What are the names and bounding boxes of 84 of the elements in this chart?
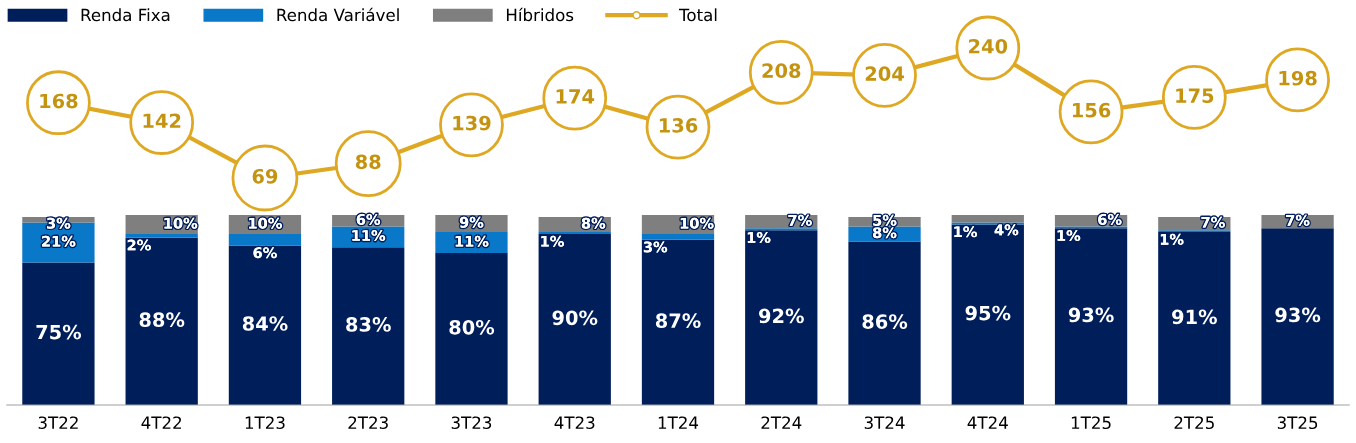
x-tick-label: 3T23 (451, 416, 492, 430)
data-label: 7% (1286, 214, 1310, 226)
x-tick-label: 1T24 (658, 416, 699, 429)
data-label: 80% (449, 319, 495, 335)
legend-label: Total (678, 8, 717, 22)
data-label: 87% (655, 313, 701, 328)
bar (22, 262, 95, 405)
data-label: 69 (252, 168, 278, 184)
bar (332, 247, 405, 405)
data-label: 21% (42, 235, 76, 247)
data-label: 7% (788, 214, 812, 226)
data-label: 10% (249, 217, 282, 229)
bar (641, 234, 715, 240)
bar (1158, 232, 1231, 405)
x-tick-label: 3T24 (864, 416, 905, 430)
data-label: 198 (1279, 70, 1317, 86)
data-label: 1% (747, 231, 771, 243)
x-tick-label: 1T25 (1071, 416, 1111, 430)
data-label: 208 (762, 63, 801, 78)
data-label: 1% (1057, 230, 1081, 242)
data-label: 3% (643, 241, 668, 253)
legend-label: Renda Variável (277, 7, 399, 22)
data-label: 4% (994, 224, 1019, 236)
bar (848, 241, 921, 405)
data-label: 1% (541, 235, 564, 247)
data-label: 174 (556, 89, 595, 104)
data-label: 7% (1201, 216, 1225, 228)
data-label: 88% (139, 312, 185, 328)
bar (745, 230, 818, 405)
data-label: 240 (969, 38, 1008, 54)
x-tick-label: 4T24 (967, 416, 1008, 429)
legend-label: Híbridos (506, 7, 574, 22)
data-label: 156 (1072, 102, 1111, 118)
bar (1054, 228, 1128, 405)
data-label: 3% (47, 217, 71, 229)
data-label: 204 (865, 66, 904, 82)
bar (125, 237, 198, 405)
data-label: 84% (242, 316, 288, 331)
x-tick-label: 2T23 (348, 416, 388, 430)
x-tick-label: 3T22 (38, 416, 78, 430)
data-label: 168 (40, 93, 78, 109)
bar (228, 245, 302, 405)
data-label: 10% (164, 217, 198, 229)
bar (951, 215, 1024, 223)
data-label: 75% (36, 324, 82, 340)
data-label: 83% (346, 317, 391, 332)
data-label: 90% (552, 310, 598, 326)
data-label: 9% (459, 216, 484, 228)
data-label: 1% (1160, 233, 1184, 245)
x-tick-label: 3T25 (1277, 416, 1318, 430)
x-tick-label: 4T23 (554, 416, 595, 430)
bar (125, 234, 198, 238)
bar (435, 253, 508, 405)
data-label: 11% (352, 230, 386, 242)
data-label: 6% (253, 247, 277, 259)
data-label: 91% (1172, 309, 1217, 325)
data-label: 11% (455, 235, 489, 247)
x-tick-label: 1T23 (245, 416, 285, 430)
x-tick-label: 2T25 (1174, 416, 1214, 430)
bar (228, 234, 302, 246)
data-label: 93% (1275, 307, 1321, 323)
bar (951, 224, 1024, 405)
data-label: 10% (680, 217, 714, 229)
data-label: 8% (873, 227, 897, 239)
data-label: 6% (1098, 213, 1122, 225)
data-label: 88 (355, 154, 381, 170)
bar (1261, 228, 1334, 405)
data-label: 2% (127, 239, 151, 251)
data-label: 1% (954, 226, 977, 238)
data-label: 95% (965, 305, 1011, 321)
legend-label: Renda Fixa (81, 8, 170, 22)
x-tick-label: 4T22 (141, 416, 181, 429)
data-label: 86% (862, 314, 908, 329)
data-label: 8% (581, 217, 606, 229)
bar (641, 239, 715, 405)
data-label: 175 (1176, 88, 1214, 104)
data-label: 136 (659, 118, 698, 133)
data-label: 6% (356, 213, 381, 225)
data-label: 142 (143, 113, 181, 128)
data-label: 93% (1068, 307, 1114, 323)
bar (538, 234, 611, 405)
data-label: 92% (759, 308, 804, 324)
data-label: 139 (453, 115, 491, 131)
x-tick-label: 2T24 (761, 416, 802, 429)
